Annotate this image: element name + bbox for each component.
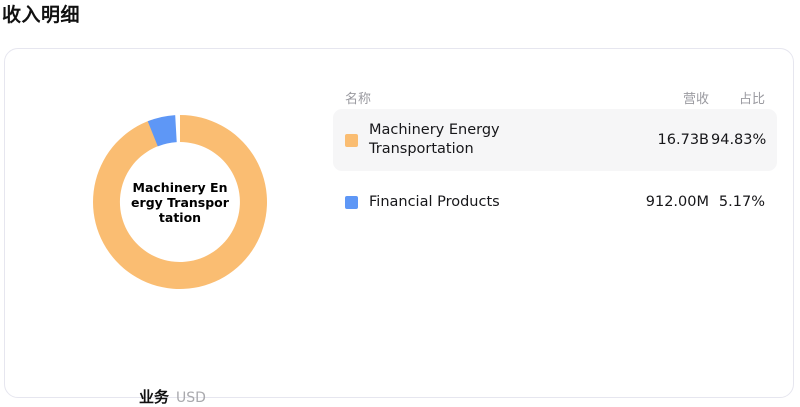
donut-slice-machinery-energy-transportation[interactable] — [93, 115, 268, 289]
chart-caption: 业务 USD — [139, 386, 206, 407]
row-revenue-value: 16.73B — [657, 132, 709, 148]
revenue-donut-chart: Machinery Energy Transportation — [89, 111, 271, 293]
donut-svg — [93, 115, 268, 289]
row-revenue-value: 912.00M — [645, 194, 709, 210]
table-row[interactable]: Machinery Energy Transportation 16.73B 9… — [333, 109, 777, 171]
row-name-cell: Machinery Energy Transportation — [345, 121, 597, 159]
chart-caption-label: 业务 — [139, 388, 170, 406]
row-name-label: Machinery Energy Transportation — [369, 122, 500, 157]
legend-color-swatch-icon — [345, 195, 358, 209]
page-title: 收入明细 — [2, 4, 81, 26]
row-share-value: 94.83% — [711, 132, 767, 148]
column-header-name: 名称 — [345, 91, 372, 107]
table-row[interactable]: Financial Products 912.00M 5.17% — [333, 171, 777, 233]
revenue-table: 名称 营收 占比 Machinery Energy Transportation… — [333, 85, 777, 233]
row-name-cell: Financial Products — [345, 193, 597, 212]
legend-color-swatch-icon — [345, 133, 358, 147]
column-header-share: 占比 — [738, 91, 765, 107]
row-share-value: 5.17% — [718, 194, 765, 210]
chart-caption-unit: USD — [176, 390, 206, 406]
column-header-revenue: 营收 — [682, 91, 709, 107]
donut-slice-financial-products[interactable] — [147, 115, 177, 147]
table-header-row: 名称 营收 占比 — [333, 85, 777, 109]
revenue-breakdown-card: Machinery Energy Transportation 业务 USD 名… — [4, 48, 794, 406]
row-name-label: Financial Products — [369, 193, 500, 210]
